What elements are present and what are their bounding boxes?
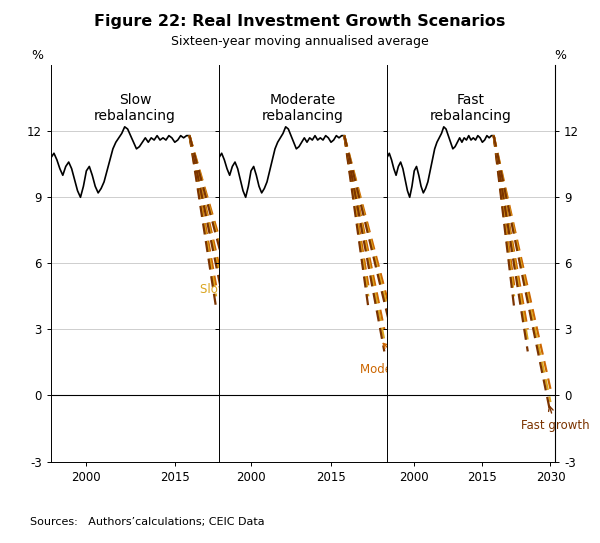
Text: Figure 22: Real Investment Growth Scenarios: Figure 22: Real Investment Growth Scenar… [94,14,506,29]
Text: Moderate growth: Moderate growth [361,343,461,376]
Text: %: % [554,49,566,62]
Text: Fast
rebalancing: Fast rebalancing [430,93,512,123]
Text: Slow growth: Slow growth [200,283,272,296]
Text: Sources:   Authors’calculations; CEIC Data: Sources: Authors’calculations; CEIC Data [30,517,265,527]
Text: Moderate
rebalancing: Moderate rebalancing [262,93,344,123]
Text: Slow
rebalancing: Slow rebalancing [94,93,176,123]
Text: Fast growth: Fast growth [521,406,590,432]
Text: %: % [31,49,43,62]
Text: Sixteen-year moving annualised average: Sixteen-year moving annualised average [171,35,429,48]
